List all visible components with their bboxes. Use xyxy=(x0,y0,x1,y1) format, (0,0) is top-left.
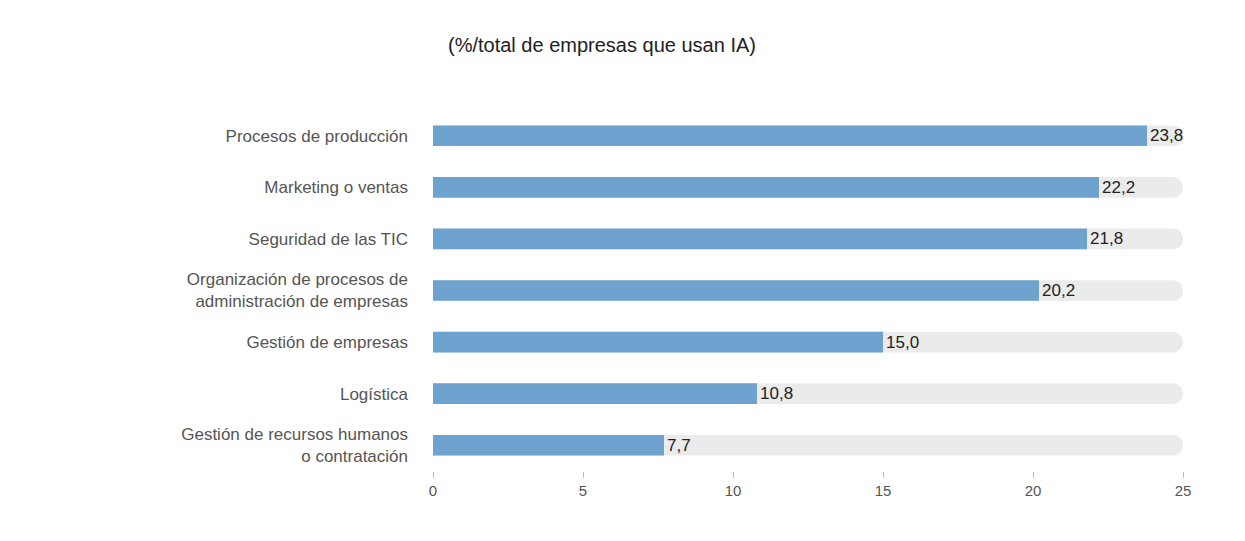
svg-text:15: 15 xyxy=(875,482,892,499)
svg-text:15,0: 15,0 xyxy=(886,333,919,352)
svg-text:21,8: 21,8 xyxy=(1090,229,1123,248)
svg-text:(%/total de empresas que usan: (%/total de empresas que usan IA) xyxy=(448,34,756,56)
svg-text:7,7: 7,7 xyxy=(667,436,691,455)
svg-text:Organización de procesos deadm: Organización de procesos deadministració… xyxy=(187,270,408,311)
svg-text:5: 5 xyxy=(579,482,587,499)
svg-text:Seguridad de las TIC: Seguridad de las TIC xyxy=(249,230,408,249)
svg-text:Logística: Logística xyxy=(340,385,409,404)
svg-text:Gestión de recursos humanoso c: Gestión de recursos humanoso contratació… xyxy=(181,425,408,466)
svg-text:Procesos de producción: Procesos de producción xyxy=(226,127,408,146)
svg-text:10,8: 10,8 xyxy=(760,384,793,403)
svg-text:20: 20 xyxy=(1025,482,1042,499)
svg-text:20,2: 20,2 xyxy=(1042,281,1075,300)
svg-text:10: 10 xyxy=(725,482,742,499)
svg-text:Gestión de empresas: Gestión de empresas xyxy=(246,333,408,352)
svg-text:23,8: 23,8 xyxy=(1150,126,1183,145)
svg-text:0: 0 xyxy=(429,482,437,499)
svg-text:22,2: 22,2 xyxy=(1102,178,1135,197)
svg-text:25: 25 xyxy=(1175,482,1192,499)
svg-text:Marketing o ventas: Marketing o ventas xyxy=(264,178,408,197)
